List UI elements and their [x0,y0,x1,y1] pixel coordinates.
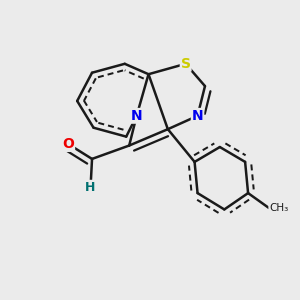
Text: H: H [85,181,96,194]
Text: O: O [62,137,74,151]
Text: N: N [131,109,142,123]
Text: N: N [192,109,203,123]
Text: S: S [181,57,191,71]
Text: CH₃: CH₃ [269,203,288,213]
